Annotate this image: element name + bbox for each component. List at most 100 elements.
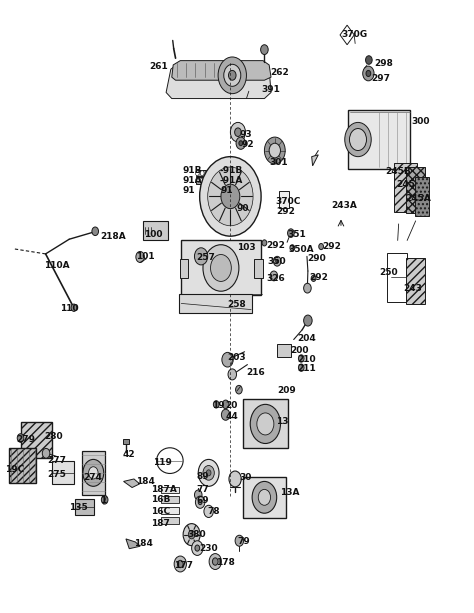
Text: 218A: 218A — [100, 232, 126, 241]
Circle shape — [210, 171, 214, 175]
Bar — [228, 170, 244, 176]
Circle shape — [188, 530, 195, 539]
Circle shape — [237, 171, 241, 175]
Polygon shape — [340, 25, 354, 45]
Text: 135: 135 — [69, 503, 88, 512]
Text: 91: 91 — [221, 186, 234, 195]
Circle shape — [290, 245, 295, 251]
Circle shape — [222, 352, 233, 367]
Text: -91A: -91A — [219, 176, 242, 185]
Text: 275: 275 — [47, 470, 66, 479]
Circle shape — [288, 229, 294, 237]
Text: 292: 292 — [266, 241, 285, 250]
Text: 292: 292 — [276, 207, 295, 216]
Circle shape — [198, 500, 202, 504]
Text: 91: 91 — [182, 186, 195, 195]
Text: 16B: 16B — [151, 495, 170, 504]
Bar — [279, 191, 290, 208]
Circle shape — [304, 283, 311, 293]
Circle shape — [319, 243, 323, 249]
Text: 257: 257 — [196, 253, 215, 262]
Circle shape — [195, 545, 200, 551]
Circle shape — [136, 251, 145, 262]
Text: 44: 44 — [226, 412, 238, 421]
Circle shape — [229, 471, 241, 487]
Text: 19C: 19C — [5, 465, 25, 474]
Circle shape — [221, 409, 230, 421]
Text: 245: 245 — [396, 180, 415, 189]
Polygon shape — [166, 62, 271, 99]
Circle shape — [239, 141, 243, 146]
Bar — [179, 294, 252, 313]
Text: 243: 243 — [403, 284, 422, 292]
Text: 245A: 245A — [405, 194, 431, 204]
Circle shape — [250, 405, 281, 443]
Circle shape — [242, 171, 246, 175]
Polygon shape — [312, 155, 318, 166]
Circle shape — [203, 245, 239, 291]
Bar — [196, 170, 211, 176]
Circle shape — [222, 400, 229, 409]
Bar — [415, 177, 429, 216]
Bar — [180, 259, 188, 278]
Bar — [161, 487, 179, 493]
Text: 101: 101 — [137, 252, 155, 261]
Text: 280: 280 — [44, 432, 63, 441]
Text: 103: 103 — [237, 243, 255, 252]
Circle shape — [92, 227, 99, 235]
Circle shape — [262, 240, 267, 246]
Text: 298: 298 — [374, 59, 393, 68]
Bar — [161, 517, 179, 524]
Bar — [228, 177, 244, 183]
Text: 279: 279 — [16, 435, 35, 444]
Circle shape — [269, 143, 281, 158]
Text: -91B: -91B — [219, 166, 242, 175]
Text: 177: 177 — [174, 562, 193, 570]
Text: 187: 187 — [151, 519, 170, 528]
Circle shape — [194, 490, 202, 500]
Circle shape — [365, 56, 372, 64]
Circle shape — [258, 489, 271, 505]
Circle shape — [210, 254, 231, 281]
Bar — [348, 110, 410, 169]
Text: 203: 203 — [228, 353, 246, 362]
Circle shape — [201, 171, 204, 175]
Bar — [406, 258, 425, 304]
Text: 187A: 187A — [151, 485, 177, 494]
Bar — [394, 163, 417, 211]
Text: 351: 351 — [288, 230, 306, 239]
Circle shape — [195, 171, 199, 175]
Text: 92: 92 — [242, 140, 255, 149]
Text: 211: 211 — [298, 364, 316, 373]
Text: 210: 210 — [298, 355, 316, 364]
Circle shape — [221, 184, 240, 208]
Text: 119: 119 — [154, 458, 172, 467]
Text: 292: 292 — [310, 273, 328, 281]
Text: 13: 13 — [276, 417, 289, 426]
Text: 292: 292 — [322, 242, 341, 251]
Text: 216: 216 — [246, 368, 265, 377]
Text: 230: 230 — [199, 544, 218, 553]
Text: 262: 262 — [270, 69, 289, 77]
Circle shape — [304, 315, 312, 326]
Circle shape — [224, 64, 241, 86]
Bar — [20, 422, 52, 457]
Circle shape — [200, 157, 261, 236]
Circle shape — [89, 466, 98, 479]
Circle shape — [242, 178, 246, 183]
Text: 78: 78 — [208, 507, 220, 516]
Text: 250: 250 — [379, 268, 397, 277]
Bar — [254, 259, 263, 278]
Bar — [52, 461, 74, 484]
Circle shape — [209, 554, 221, 569]
Text: 245B: 245B — [385, 167, 410, 177]
Bar — [82, 451, 105, 495]
Circle shape — [71, 304, 77, 311]
Text: 300: 300 — [411, 116, 429, 126]
Text: 16C: 16C — [151, 507, 170, 516]
Circle shape — [235, 128, 241, 137]
Ellipse shape — [156, 447, 183, 473]
Text: 391: 391 — [262, 85, 281, 94]
Circle shape — [276, 259, 279, 263]
Text: 274: 274 — [83, 473, 102, 482]
